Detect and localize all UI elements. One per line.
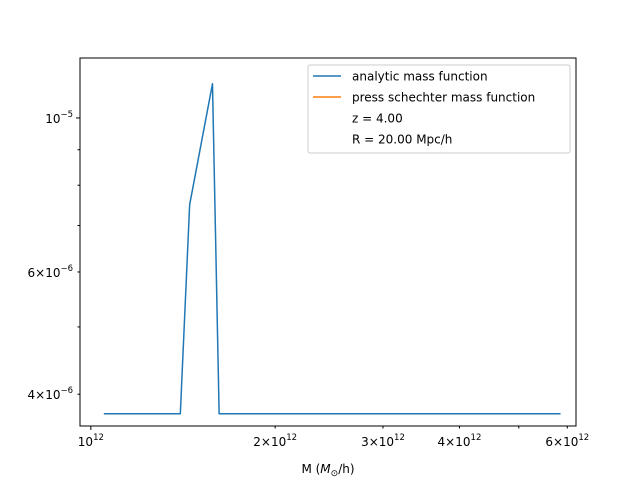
- legend-label-4: R = 20.00 Mpc/h: [352, 133, 452, 147]
- x-tick-label-2-mantissa: 2×: [253, 435, 271, 449]
- legend-label-1: analytic mass function: [352, 70, 488, 84]
- x-tick-label-2: 2×1012: [253, 433, 297, 449]
- y-tick-label-2-base: 10: [45, 266, 60, 280]
- x-tick-label-5-exponent: 12: [578, 433, 589, 443]
- x-tick-label-3: 3×1012: [361, 433, 405, 449]
- x-tick-label-5-base: 10: [563, 435, 578, 449]
- ticks-layer: 1012 2×1012 3×1012 4×1012 6×101210−56×10−64×…: [27, 110, 589, 449]
- y-tick-label-2: 6×10−6: [27, 264, 73, 280]
- x-tick-label-1: 1012: [78, 433, 104, 449]
- y-tick-label-3-exponent: −6: [60, 386, 73, 396]
- x-tick-label-5: 6×1012: [545, 433, 589, 449]
- legend-box: [307, 64, 571, 154]
- x-axis-label-m: M (: [301, 462, 320, 476]
- x-tick-label-4-exponent: 12: [471, 433, 482, 443]
- x-axis-label-symbol: M: [320, 462, 331, 476]
- y-tick-label-1: 10−5: [45, 110, 73, 126]
- legend: analytic mass function press schechter ma…: [307, 64, 571, 154]
- series-layer: [103, 83, 561, 415]
- y-tick-label-2-exponent: −6: [60, 264, 73, 274]
- y-tick-label-1-exponent: −5: [60, 110, 73, 120]
- x-axis-label-unit: /h): [338, 462, 354, 476]
- x-tick-label-3-exponent: 12: [394, 433, 405, 443]
- x-axis-label-subscript: ⊙: [331, 469, 339, 479]
- y-tick-label-3-mantissa: 4×: [27, 388, 45, 402]
- y-tick-label-2-mantissa: 6×: [27, 266, 45, 280]
- x-tick-label-2-exponent: 12: [286, 433, 297, 443]
- x-tick-label-5-mantissa: 6×: [545, 435, 563, 449]
- x-tick-label-3-mantissa: 3×: [361, 435, 379, 449]
- legend-label-3: z = 4.00: [352, 112, 403, 126]
- x-tick-label-4: 4×1012: [438, 433, 482, 449]
- y-tick-label-1-base: 10: [45, 112, 60, 126]
- x-tick-label-3-base: 10: [379, 435, 394, 449]
- y-tick-label-3: 4×10−6: [27, 386, 73, 402]
- x-tick-label-4-mantissa: 4×: [438, 435, 456, 449]
- legend-label-2: press schechter mass function: [352, 91, 535, 105]
- x-tick-label-1-base: 10: [78, 435, 93, 449]
- x-axis-label: M (M⊙/h): [301, 462, 354, 479]
- y-tick-label-3-base: 10: [45, 388, 60, 402]
- series-line-1: [103, 83, 561, 415]
- x-tick-label-1-exponent: 12: [93, 433, 104, 443]
- x-tick-label-4-base: 10: [455, 435, 470, 449]
- plot-frame: [79, 57, 577, 427]
- x-tick-label-2-base: 10: [271, 435, 286, 449]
